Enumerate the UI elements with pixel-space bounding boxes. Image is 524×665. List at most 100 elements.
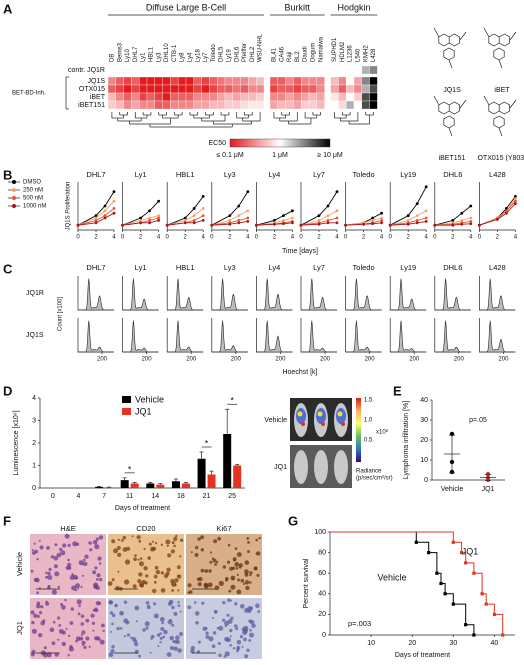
bar	[181, 483, 190, 488]
histogram	[78, 278, 114, 311]
nucleus	[174, 583, 177, 587]
nucleus	[96, 573, 101, 578]
heat-cell	[285, 65, 294, 75]
nucleus	[243, 637, 247, 642]
heat-cell	[277, 84, 286, 94]
axis	[166, 276, 204, 311]
series-line	[122, 200, 159, 226]
heat-cell	[107, 65, 116, 75]
point	[246, 219, 250, 223]
heat-cell	[338, 84, 347, 94]
point	[291, 216, 294, 220]
point	[237, 219, 241, 222]
heat-cell	[256, 100, 265, 110]
heat-cell	[131, 76, 140, 86]
point	[273, 222, 276, 226]
heat-cell	[162, 65, 171, 75]
structure	[448, 127, 453, 137]
nucleus	[160, 627, 165, 631]
nucleus	[224, 651, 230, 657]
point	[112, 190, 116, 194]
nucleus	[246, 537, 250, 540]
heat-cell	[293, 92, 302, 102]
nucleus	[153, 574, 158, 579]
heat-cell	[178, 76, 187, 86]
nucleus	[94, 544, 100, 550]
colorbar-label: 1 μM	[272, 152, 288, 159]
y-axis-label: Lymphoma infiltration [%]	[403, 401, 410, 479]
panel-label: D	[3, 383, 12, 398]
row-label: Vehicle	[15, 552, 24, 576]
nucleus	[249, 571, 253, 575]
heat-cell	[240, 84, 249, 94]
point	[485, 471, 491, 477]
legend-label: JQ1	[135, 406, 152, 416]
nucleus	[173, 544, 176, 548]
point	[183, 219, 187, 222]
point	[76, 223, 80, 227]
nucleus	[76, 599, 82, 605]
series-line	[211, 210, 249, 226]
nucleus	[133, 557, 137, 561]
nucleus	[224, 625, 227, 628]
axis	[256, 318, 293, 353]
x-tick-label: 4	[76, 493, 80, 500]
point	[388, 223, 392, 227]
x-tick-label: 18	[177, 493, 185, 500]
x-tick-label: 4	[469, 235, 473, 241]
plot-title: Ly19	[400, 263, 416, 272]
nucleus	[235, 567, 239, 570]
nucleus	[131, 535, 134, 538]
nucleus	[145, 626, 149, 630]
x-tick-label: 4	[246, 235, 250, 241]
nucleus	[98, 638, 101, 641]
heat-cell	[162, 76, 171, 86]
nucleus	[85, 618, 90, 623]
x-tick-label: 4	[380, 235, 384, 241]
nucleus	[177, 574, 182, 579]
x-tick-label: 2	[228, 235, 232, 241]
micrograph	[186, 534, 262, 595]
column-label: Raji	[287, 52, 293, 62]
y-tick-label: 40	[420, 397, 428, 404]
mouse	[334, 450, 348, 484]
nucleus	[143, 566, 148, 571]
nucleus	[227, 598, 231, 602]
x-tick-label: 200	[142, 357, 153, 363]
panel-label: C	[3, 261, 13, 276]
x-axis-label: Time [days]	[282, 248, 318, 255]
y-tick-label: 60	[318, 570, 326, 577]
nucleus	[212, 558, 217, 563]
series-line	[211, 220, 248, 226]
point	[291, 221, 294, 225]
histogram	[390, 320, 427, 353]
nucleus	[190, 645, 195, 651]
nucleus	[240, 578, 245, 583]
nucleus	[36, 558, 39, 561]
heat-cell	[301, 100, 310, 110]
nucleus	[249, 606, 254, 610]
structure	[433, 27, 440, 38]
x-tick-label: 200	[454, 357, 465, 363]
nucleus	[255, 538, 258, 542]
nucleus	[124, 579, 130, 585]
colorbar	[229, 138, 331, 148]
x-tick-label: 14	[151, 493, 159, 500]
x-tick-label: 2	[451, 235, 455, 241]
heat-cell	[209, 76, 218, 86]
event-marker	[472, 633, 476, 637]
nucleus	[196, 650, 200, 654]
point	[192, 221, 196, 225]
structure	[483, 27, 490, 38]
y-tick-label: 20	[420, 437, 428, 444]
legend-label: Vehicle	[135, 394, 164, 404]
heat-cell	[131, 92, 140, 102]
heat-cell	[301, 76, 310, 86]
heat-cell	[170, 76, 179, 86]
heat-cell	[232, 100, 241, 110]
nucleus	[175, 635, 180, 640]
column-label: Dogum	[310, 43, 316, 62]
nucleus	[194, 553, 199, 557]
heat-cell	[277, 92, 286, 102]
